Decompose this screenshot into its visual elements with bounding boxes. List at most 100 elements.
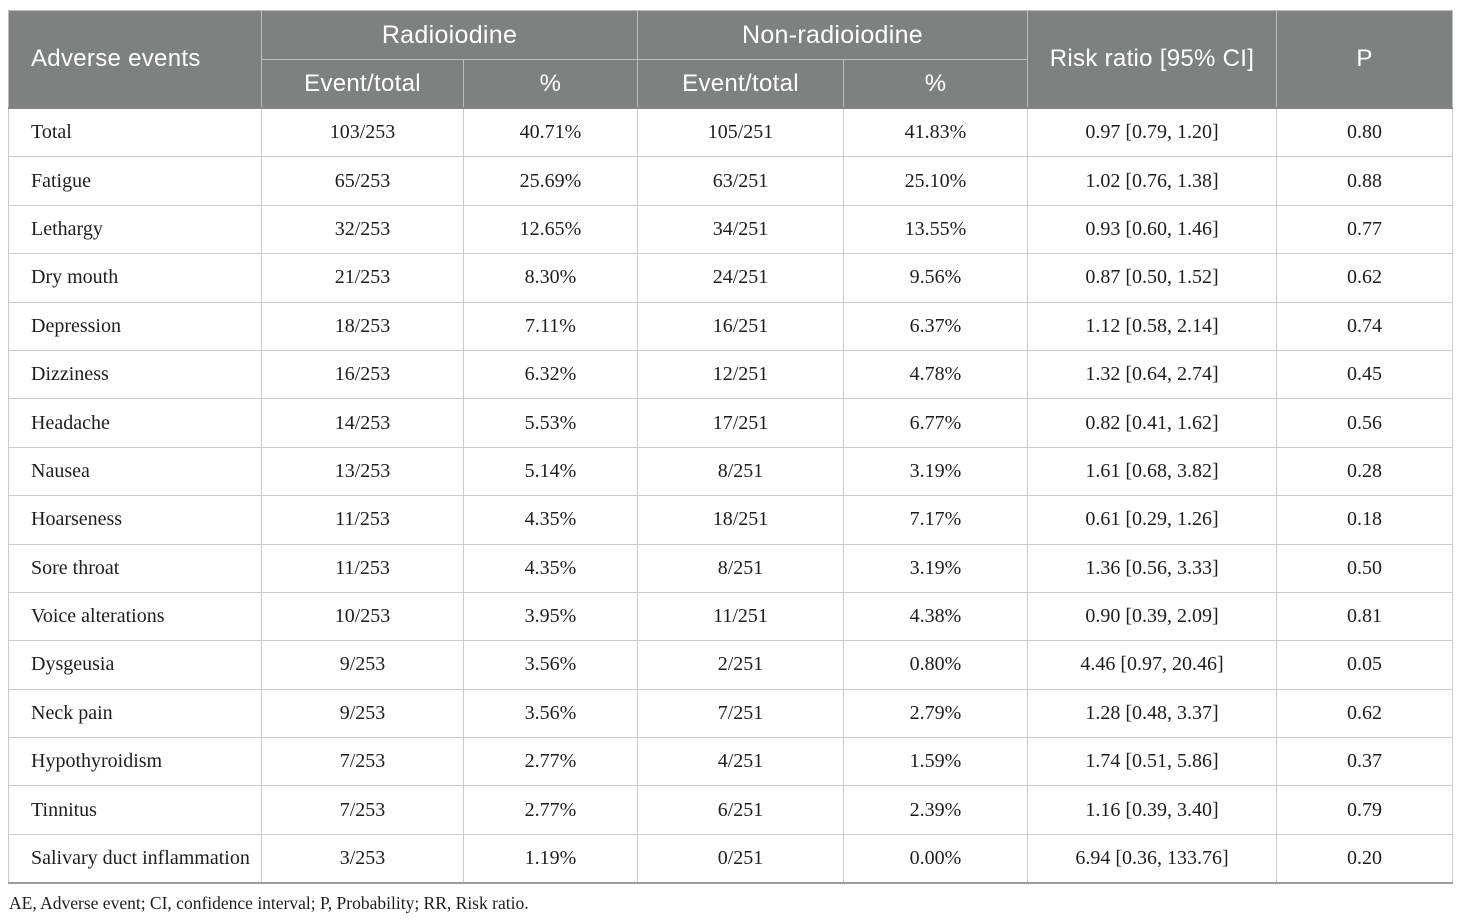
table-row: Voice alterations 10/253 3.95% 11/251 4.38% 0… (8, 591, 1454, 642)
cell-adverse-event: Salivary duct inflammation (8, 833, 262, 885)
cell-nonrai-pct: 41.83% (842, 107, 1029, 158)
cell-nonrai-event-total: 2/251 (637, 640, 844, 690)
cell-rai-event-total: 13/253 (261, 446, 464, 497)
cell-rai-pct: 8.30% (463, 253, 638, 303)
cell-risk-ratio: 4.46 [0.97, 20.46] (1027, 640, 1278, 690)
cell-p-value: 0.20 (1276, 833, 1454, 885)
cell-rai-event-total: 7/253 (261, 737, 464, 787)
cell-nonrai-pct: 0.00% (842, 833, 1029, 885)
cell-rai-pct: 40.71% (463, 107, 638, 158)
table-row: Tinnitus 7/253 2.77% 6/251 2.39% 1.16 [0.39, … (8, 785, 1454, 835)
cell-nonrai-event-total: 17/251 (637, 398, 844, 448)
cell-risk-ratio: 0.61 [0.29, 1.26] (1027, 495, 1278, 545)
cell-risk-ratio: 0.97 [0.79, 1.20] (1027, 107, 1278, 158)
cell-risk-ratio: 1.36 [0.56, 3.33] (1027, 543, 1278, 593)
cell-p-value: 0.56 (1276, 398, 1454, 448)
cell-p-value: 0.77 (1276, 204, 1454, 255)
table-header: Adverse events Radioiodine Non-radioiodi… (8, 10, 1454, 109)
cell-rai-pct: 3.95% (463, 591, 638, 642)
cell-p-value: 0.05 (1276, 640, 1454, 690)
cell-adverse-event: Voice alterations (8, 591, 262, 642)
cell-nonrai-pct: 7.17% (842, 495, 1029, 545)
table-row: Headache 14/253 5.53% 17/251 6.77% 0.82 [0.41… (8, 398, 1454, 448)
cell-rai-event-total: 65/253 (261, 156, 464, 206)
cell-risk-ratio: 1.61 [0.68, 3.82] (1027, 446, 1278, 497)
cell-p-value: 0.88 (1276, 156, 1454, 206)
cell-rai-event-total: 11/253 (261, 495, 464, 545)
cell-rai-pct: 4.35% (463, 543, 638, 593)
cell-nonrai-pct: 2.39% (842, 785, 1029, 835)
header-rai-percent: % (463, 59, 638, 109)
cell-nonrai-event-total: 0/251 (637, 833, 844, 885)
cell-adverse-event: Neck pain (8, 688, 262, 739)
cell-rai-event-total: 103/253 (261, 107, 464, 158)
header-nonrai-event-total: Event/total (637, 59, 844, 109)
cell-nonrai-event-total: 12/251 (637, 349, 844, 400)
cell-p-value: 0.45 (1276, 349, 1454, 400)
header-group-non-radioiodine: Non-radioiodine (636, 10, 1029, 60)
cell-nonrai-event-total: 11/251 (637, 591, 844, 642)
cell-adverse-event: Tinnitus (8, 785, 262, 835)
cell-p-value: 0.81 (1276, 591, 1454, 642)
cell-nonrai-event-total: 63/251 (637, 156, 844, 206)
cell-adverse-event: Headache (8, 398, 262, 448)
table-row: Hoarseness 11/253 4.35% 18/251 7.17% 0.61 [0.… (8, 495, 1454, 545)
cell-rai-event-total: 11/253 (261, 543, 464, 593)
cell-rai-pct: 4.35% (463, 495, 638, 545)
header-risk-ratio: Risk ratio [95% CI] (1027, 10, 1278, 109)
cell-nonrai-pct: 0.80% (842, 640, 1029, 690)
cell-nonrai-event-total: 24/251 (637, 253, 844, 303)
cell-risk-ratio: 1.16 [0.39, 3.40] (1027, 785, 1278, 835)
cell-risk-ratio: 1.32 [0.64, 2.74] (1027, 349, 1278, 400)
header-group-row: Adverse events Radioiodine Non-radioiodi… (8, 10, 1454, 109)
cell-rai-pct: 2.77% (463, 737, 638, 787)
cell-nonrai-pct: 4.78% (842, 349, 1029, 400)
cell-adverse-event: Fatigue (8, 156, 262, 206)
cell-rai-event-total: 7/253 (261, 785, 464, 835)
cell-rai-event-total: 32/253 (261, 204, 464, 255)
header-p-value: P (1276, 10, 1454, 109)
cell-nonrai-pct: 3.19% (842, 543, 1029, 593)
cell-nonrai-pct: 1.59% (842, 737, 1029, 787)
cell-risk-ratio: 0.82 [0.41, 1.62] (1027, 398, 1278, 448)
cell-rai-event-total: 16/253 (261, 349, 464, 400)
cell-rai-event-total: 21/253 (261, 253, 464, 303)
cell-rai-event-total: 3/253 (261, 833, 464, 885)
cell-risk-ratio: 6.94 [0.36, 133.76] (1027, 833, 1278, 885)
cell-adverse-event: Depression (8, 301, 262, 351)
cell-nonrai-pct: 25.10% (842, 156, 1029, 206)
table-row: Dysgeusia 9/253 3.56% 2/251 0.80% 4.46 [0.97,… (8, 640, 1454, 690)
cell-p-value: 0.80 (1276, 107, 1454, 158)
cell-nonrai-event-total: 8/251 (637, 543, 844, 593)
cell-rai-event-total: 18/253 (261, 301, 464, 351)
cell-risk-ratio: 0.90 [0.39, 2.09] (1027, 591, 1278, 642)
cell-nonrai-event-total: 4/251 (637, 737, 844, 787)
cell-nonrai-pct: 4.38% (842, 591, 1029, 642)
cell-rai-pct: 25.69% (463, 156, 638, 206)
header-nonrai-percent: % (842, 59, 1029, 109)
cell-p-value: 0.62 (1276, 688, 1454, 739)
cell-risk-ratio: 1.28 [0.48, 3.37] (1027, 688, 1278, 739)
header-adverse-events: Adverse events (8, 10, 262, 109)
table-row: Nausea 13/253 5.14% 8/251 3.19% 1.61 [0.68, 3… (8, 446, 1454, 497)
header-sub-row: Event/total % Event/total % (9, 59, 1453, 109)
cell-nonrai-event-total: 6/251 (637, 785, 844, 835)
cell-risk-ratio: 0.93 [0.60, 1.46] (1027, 204, 1278, 255)
cell-nonrai-event-total: 16/251 (637, 301, 844, 351)
cell-rai-pct: 3.56% (463, 640, 638, 690)
table-row: Fatigue 65/253 25.69% 63/251 25.10% 1.02 [0.7… (8, 156, 1454, 206)
cell-p-value: 0.37 (1276, 737, 1454, 787)
table-row: Hypothyroidism 7/253 2.77% 4/251 1.59% 1.74 [… (8, 737, 1454, 787)
cell-risk-ratio: 1.74 [0.51, 5.86] (1027, 737, 1278, 787)
cell-adverse-event: Total (8, 107, 262, 158)
cell-adverse-event: Dry mouth (8, 253, 262, 303)
table-row: Total 103/253 40.71% 105/251 41.83% 0.97 [0.7… (8, 107, 1454, 158)
table-body: Total 103/253 40.71% 105/251 41.83% 0.97 [0.7… (8, 107, 1454, 885)
table-row: Neck pain 9/253 3.56% 7/251 2.79% 1.28 [0.48,… (8, 688, 1454, 739)
cell-risk-ratio: 1.02 [0.76, 1.38] (1027, 156, 1278, 206)
cell-adverse-event: Nausea (8, 446, 262, 497)
cell-adverse-event: Sore throat (8, 543, 262, 593)
cell-rai-pct: 12.65% (463, 204, 638, 255)
header-group-radioiodine: Radioiodine (261, 10, 638, 60)
cell-rai-pct: 6.32% (463, 349, 638, 400)
